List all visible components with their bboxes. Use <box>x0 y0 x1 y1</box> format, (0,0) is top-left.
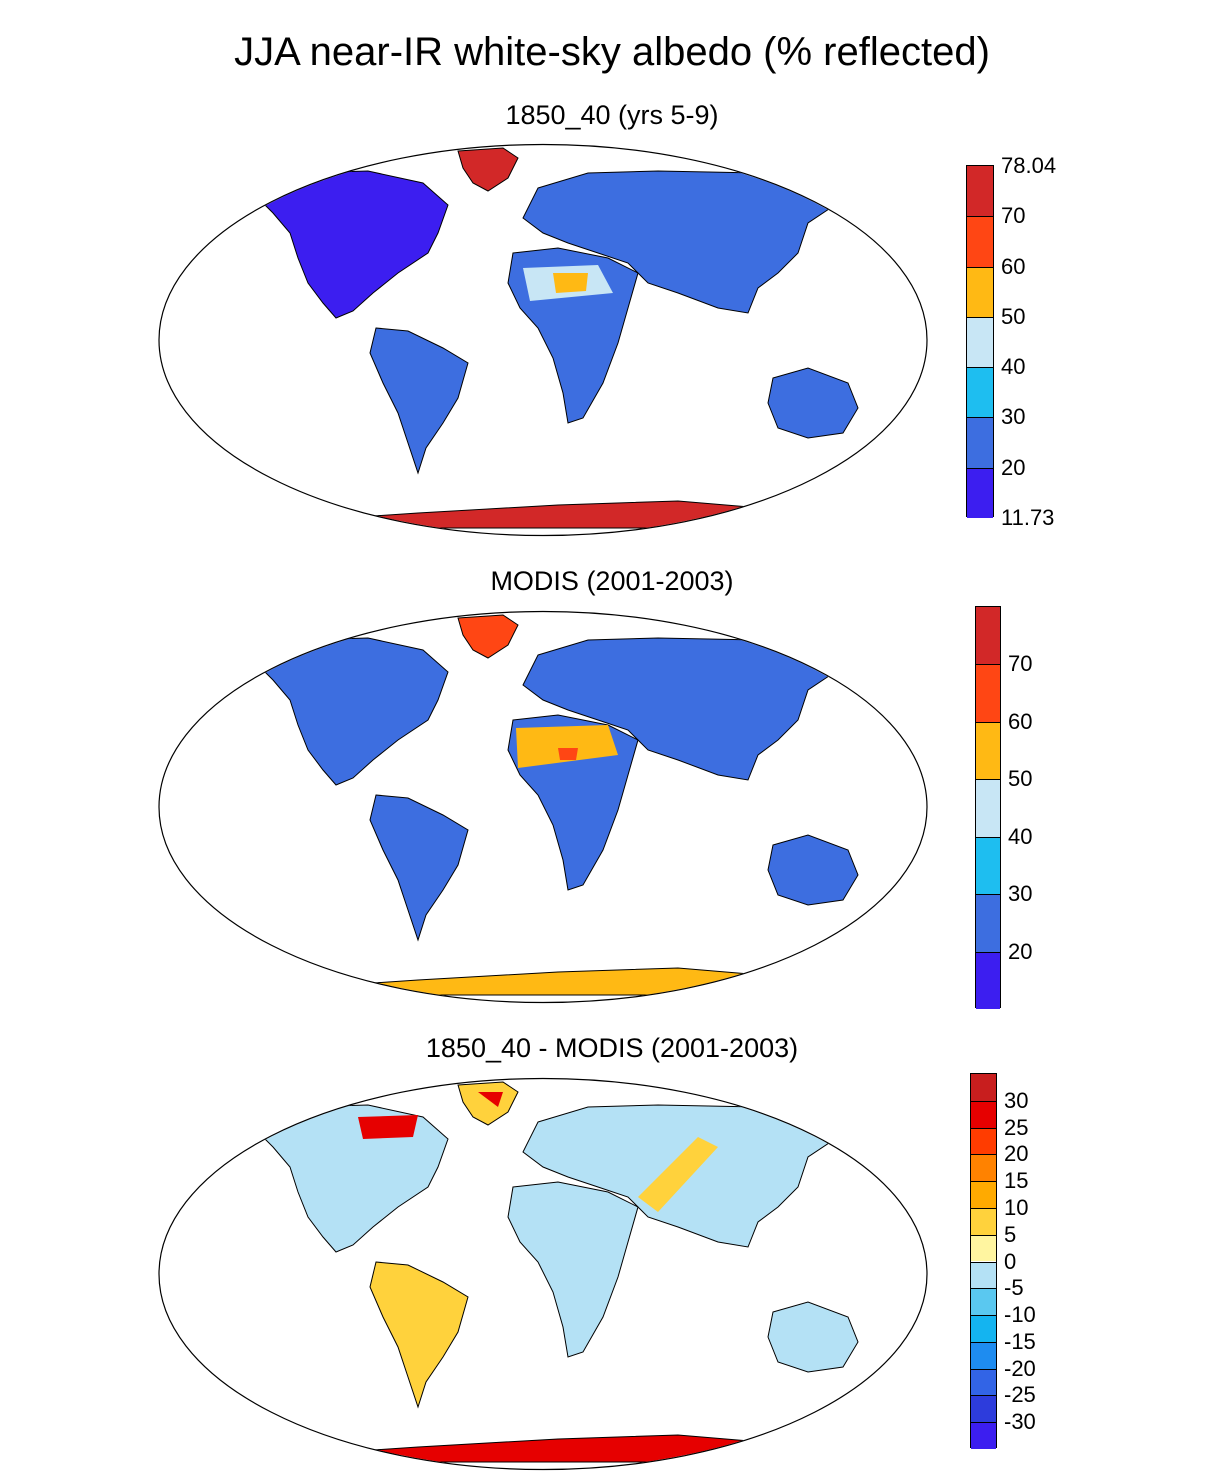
colorbar-label: -25 <box>1004 1382 1036 1408</box>
field-patch-1 <box>558 748 578 760</box>
panel-title-diff: 1850_40 - MODIS (2001-2003) <box>425 1033 799 1063</box>
colorbar-swatch <box>976 951 1000 1009</box>
landmass-australia <box>767 1301 859 1373</box>
colorbar-swatch <box>976 779 1000 837</box>
colorbar-swatch <box>971 1341 996 1369</box>
colorbar-label: -30 <box>1004 1409 1036 1435</box>
colorbar-swatch <box>976 664 1000 722</box>
landmass-greenland <box>457 147 519 192</box>
colorbar-swatch <box>971 1368 996 1396</box>
colorbar-modis: 20 30 40 50 60 70 <box>975 606 1032 1009</box>
colorbar-swatch <box>971 1181 996 1208</box>
colorbar-label: 30 <box>1008 881 1033 907</box>
colorbar-swatch <box>971 1395 996 1423</box>
field-patch-0 <box>638 1137 718 1212</box>
colorbar-label: 70 <box>1001 203 1026 229</box>
panel-title-modis: MODIS (2001-2003) <box>490 566 734 596</box>
landmass-southAmerica <box>369 1261 469 1409</box>
map-field-model <box>160 145 926 535</box>
colorbar-swatch <box>967 166 993 217</box>
colorbar-swatch <box>967 417 993 468</box>
colorbar-swatch <box>967 467 993 518</box>
colorbar-swatch <box>967 216 993 267</box>
colorbar-swatch <box>967 316 993 368</box>
colorbar-swatch <box>971 1100 996 1128</box>
landmass-australia <box>767 367 859 439</box>
colorbar-label: 40 <box>1001 354 1026 380</box>
colorbar-label: -15 <box>1004 1328 1036 1354</box>
colorbar-label: 60 <box>1008 708 1033 734</box>
colorbar-label: 20 <box>1001 454 1026 480</box>
map-diff <box>158 1077 928 1471</box>
map-border <box>158 1077 928 1471</box>
field-patch-0 <box>516 725 618 768</box>
colorbar-label: 25 <box>1004 1114 1029 1140</box>
colorbar-diff: -30 -25 -20 -15 -10 -5 0 5 10 15 20 25 30 <box>970 1073 1036 1449</box>
colorbar-swatch <box>971 1154 996 1182</box>
colorbar-swatch <box>971 1234 996 1262</box>
landmass-greenland <box>457 614 519 659</box>
colorbar-label: -5 <box>1004 1275 1024 1301</box>
landmass-greenland <box>457 1081 519 1126</box>
colorbar-label: 20 <box>1004 1141 1029 1167</box>
colorbar-label: -20 <box>1004 1355 1036 1381</box>
landmass-southAmerica <box>369 327 469 475</box>
colorbar-label: 70 <box>1008 651 1033 677</box>
colorbar-swatch <box>971 1207 996 1235</box>
colorbar-label: 78.04 <box>1001 153 1057 178</box>
colorbar-label: 10 <box>1004 1194 1029 1220</box>
colorbar-model: 11.73 20 30 40 50 60 70 78.04 <box>966 153 1056 530</box>
colorbar-label: 60 <box>1001 253 1026 279</box>
colorbar-label: 50 <box>1001 303 1026 329</box>
landmass-africa <box>507 1181 639 1358</box>
colorbar-label: 5 <box>1004 1221 1017 1247</box>
map-field-modis <box>160 612 926 1002</box>
colorbar-label: 11.73 <box>1001 505 1055 530</box>
colorbar-swatch <box>971 1422 996 1449</box>
field-patch-1 <box>553 273 588 293</box>
map-border <box>158 143 928 537</box>
panel-title-model: 1850_40 (yrs 5-9) <box>505 100 719 130</box>
colorbar-swatch <box>967 367 993 418</box>
colorbar-swatch <box>967 266 993 317</box>
colorbar-swatch <box>971 1074 996 1101</box>
map-border <box>158 610 928 1004</box>
map-modis <box>158 610 928 1004</box>
colorbar-swatch <box>976 894 1000 952</box>
colorbar-label: 15 <box>1004 1168 1029 1194</box>
colorbar-swatch <box>976 836 1000 895</box>
landmass-northAmerica <box>252 637 449 786</box>
colorbar-label: 30 <box>1004 1087 1029 1113</box>
colorbar-label: 40 <box>1008 823 1033 849</box>
field-patch-2 <box>358 1115 418 1139</box>
colorbar-swatch <box>971 1315 996 1342</box>
landmass-australia <box>767 834 859 906</box>
map-field-diff <box>160 1079 926 1469</box>
field-patch-1 <box>478 1092 503 1107</box>
landmass-southAmerica <box>369 794 469 942</box>
colorbar-swatch <box>976 607 1000 665</box>
colorbar-swatch <box>976 721 1000 780</box>
colorbar-label: 20 <box>1008 938 1033 964</box>
colorbar-label: 30 <box>1001 404 1026 430</box>
figure-title: JJA near-IR white-sky albedo (% reflecte… <box>234 30 990 74</box>
map-model <box>158 143 928 537</box>
landmass-northAmerica <box>252 170 449 319</box>
colorbar-label: -10 <box>1004 1302 1036 1328</box>
colorbar-label: 0 <box>1004 1248 1017 1274</box>
colorbar-label: 50 <box>1008 766 1033 792</box>
colorbar-swatch <box>971 1127 996 1155</box>
landmass-northAmerica <box>252 1104 449 1253</box>
colorbar-swatch <box>971 1261 996 1289</box>
colorbar-swatch <box>971 1288 996 1316</box>
